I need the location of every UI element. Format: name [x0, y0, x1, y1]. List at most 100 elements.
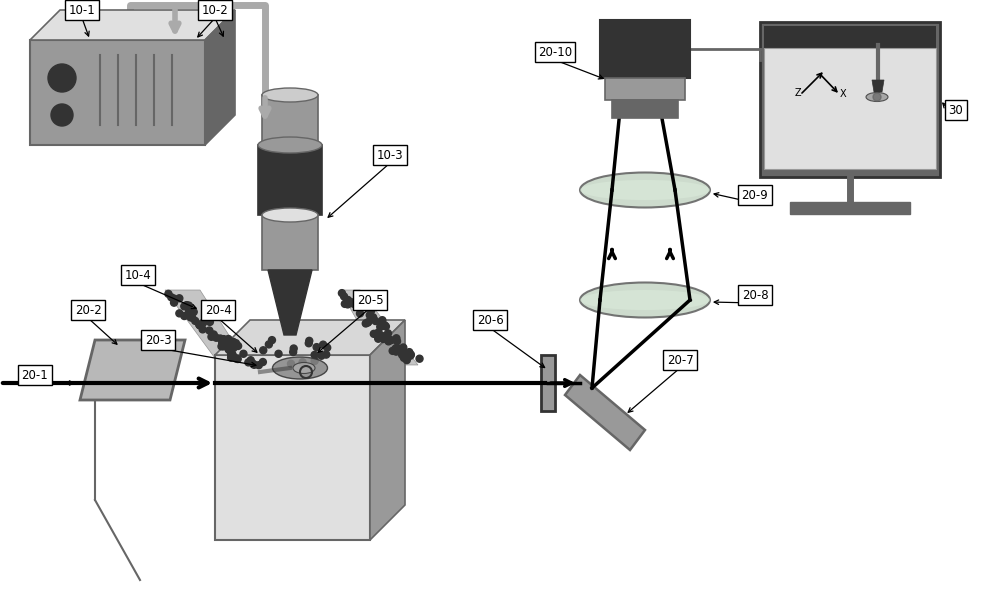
Circle shape [213, 334, 220, 341]
Circle shape [356, 304, 363, 311]
Circle shape [230, 344, 237, 352]
Polygon shape [215, 355, 370, 540]
Polygon shape [268, 270, 312, 335]
Circle shape [219, 340, 226, 347]
Circle shape [344, 301, 351, 308]
Ellipse shape [262, 88, 318, 102]
Circle shape [229, 341, 236, 348]
Circle shape [320, 341, 327, 348]
Circle shape [192, 317, 199, 324]
Circle shape [392, 345, 399, 352]
Circle shape [188, 314, 195, 321]
Circle shape [219, 340, 226, 347]
Circle shape [355, 293, 362, 301]
Text: 20-2: 20-2 [75, 303, 101, 316]
Circle shape [196, 322, 203, 328]
Circle shape [393, 348, 400, 355]
FancyBboxPatch shape [764, 48, 936, 169]
Circle shape [299, 359, 306, 366]
Circle shape [168, 293, 175, 301]
Circle shape [341, 293, 348, 300]
Circle shape [225, 335, 232, 343]
Ellipse shape [866, 93, 888, 101]
Circle shape [184, 302, 191, 309]
Text: 10-4: 10-4 [125, 268, 151, 281]
Circle shape [230, 338, 237, 346]
Circle shape [235, 343, 242, 349]
Circle shape [375, 335, 382, 342]
Circle shape [351, 300, 358, 308]
Circle shape [199, 326, 206, 333]
Circle shape [399, 351, 406, 359]
Circle shape [873, 93, 881, 101]
FancyBboxPatch shape [764, 26, 936, 48]
Ellipse shape [262, 138, 318, 152]
Circle shape [185, 302, 192, 309]
Circle shape [232, 355, 239, 362]
Circle shape [362, 303, 369, 310]
Polygon shape [340, 290, 418, 365]
Circle shape [176, 310, 183, 317]
FancyBboxPatch shape [760, 22, 940, 177]
Circle shape [220, 336, 227, 343]
Circle shape [385, 330, 392, 337]
Circle shape [403, 357, 410, 363]
Circle shape [416, 356, 423, 362]
Text: X: X [840, 89, 846, 99]
Circle shape [377, 323, 384, 330]
FancyBboxPatch shape [790, 202, 910, 214]
Circle shape [171, 299, 178, 306]
Polygon shape [565, 375, 645, 450]
Circle shape [370, 314, 377, 321]
Circle shape [240, 350, 247, 357]
Circle shape [265, 341, 272, 348]
Circle shape [220, 343, 227, 350]
Circle shape [394, 338, 401, 345]
Circle shape [324, 344, 331, 351]
FancyBboxPatch shape [605, 78, 685, 100]
Polygon shape [205, 10, 235, 145]
Text: 20-5: 20-5 [357, 293, 383, 306]
Text: 10-3: 10-3 [377, 149, 403, 161]
Circle shape [394, 345, 401, 352]
Circle shape [345, 297, 352, 303]
Circle shape [250, 360, 257, 367]
Circle shape [407, 351, 414, 358]
Circle shape [306, 337, 313, 344]
Circle shape [187, 314, 194, 321]
Circle shape [234, 356, 241, 362]
Circle shape [400, 344, 407, 351]
Circle shape [225, 346, 232, 353]
Text: 10-2: 10-2 [202, 4, 228, 17]
Circle shape [208, 333, 215, 340]
Circle shape [380, 335, 387, 343]
Circle shape [323, 351, 330, 358]
Circle shape [311, 357, 318, 365]
Polygon shape [872, 80, 884, 92]
Circle shape [181, 313, 188, 319]
Circle shape [388, 336, 395, 344]
Text: 20-1: 20-1 [22, 368, 48, 381]
Circle shape [181, 303, 188, 310]
Circle shape [382, 335, 389, 342]
Circle shape [347, 300, 354, 306]
Polygon shape [370, 320, 405, 540]
Circle shape [311, 351, 318, 359]
Circle shape [268, 336, 275, 344]
Circle shape [186, 311, 193, 318]
Circle shape [225, 342, 232, 349]
Circle shape [341, 300, 348, 308]
Circle shape [290, 345, 297, 352]
Text: 20-7: 20-7 [667, 354, 693, 367]
Circle shape [245, 359, 252, 366]
Circle shape [375, 328, 382, 336]
Circle shape [190, 308, 197, 316]
Ellipse shape [580, 290, 710, 310]
Polygon shape [262, 95, 318, 145]
Text: 20-9: 20-9 [742, 188, 768, 201]
Circle shape [369, 314, 376, 322]
Circle shape [356, 310, 363, 317]
Circle shape [196, 322, 203, 328]
FancyBboxPatch shape [541, 355, 555, 411]
Polygon shape [30, 40, 205, 145]
